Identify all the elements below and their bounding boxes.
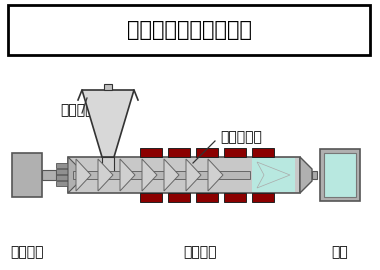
Polygon shape [164,159,179,191]
Text: ヒーター: ヒーター [183,245,217,259]
Bar [320,149,360,201]
Polygon shape [208,159,223,191]
Bar [168,148,190,157]
Bar [73,171,250,179]
Bar [252,148,274,157]
Bar [140,148,162,157]
Bar [324,153,356,197]
Bar [68,157,300,193]
Polygon shape [76,159,91,191]
Bar [140,193,162,202]
Bar [56,181,68,186]
Bar [168,193,190,202]
Polygon shape [120,159,135,191]
Bar [252,193,274,202]
Bar [56,175,68,180]
Polygon shape [252,158,295,192]
Polygon shape [257,162,290,188]
Bar [196,148,218,157]
Text: 金型: 金型 [332,245,348,259]
Polygon shape [186,159,201,191]
Bar [56,169,68,174]
Bar [102,157,114,177]
Text: ホッパー: ホッパー [60,103,93,117]
Text: スクリュー: スクリュー [220,130,262,144]
Polygon shape [300,157,312,193]
Bar [8,5,370,55]
Bar [196,193,218,202]
Bar [104,84,112,90]
Polygon shape [82,90,134,157]
Polygon shape [68,157,78,193]
Bar [56,163,68,168]
Bar [12,153,42,197]
Bar [224,193,246,202]
Text: モーター: モーター [10,245,44,259]
Polygon shape [98,159,113,191]
Bar [312,171,317,179]
Polygon shape [142,159,157,191]
Text: 射出成形機のイメージ: 射出成形機のイメージ [128,20,252,40]
Bar [42,170,56,180]
Bar [224,148,246,157]
